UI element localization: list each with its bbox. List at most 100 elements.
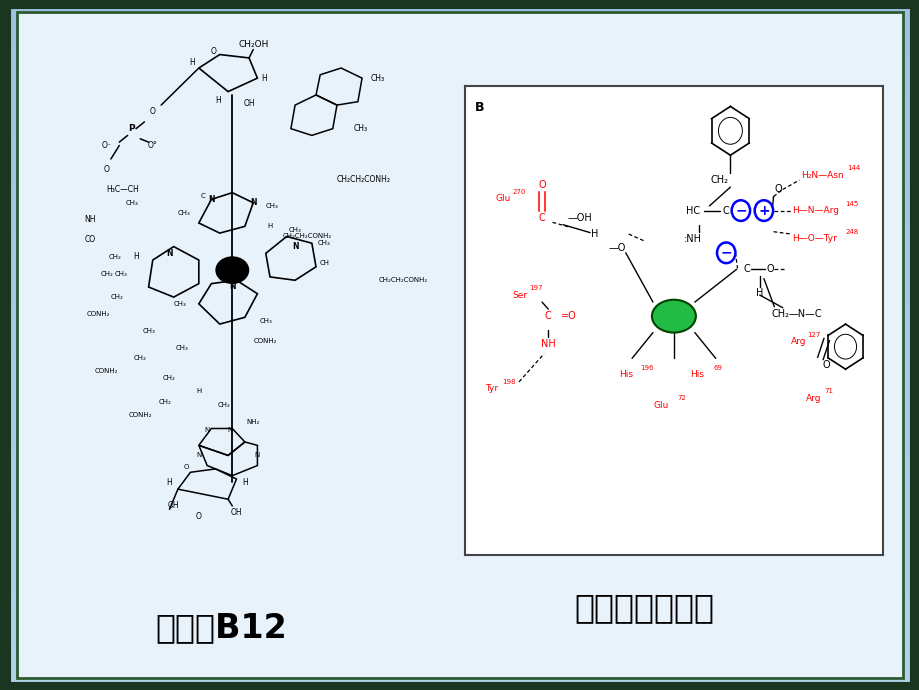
Text: O: O: [538, 180, 545, 190]
Text: CH₂: CH₂: [217, 402, 230, 408]
Text: 144: 144: [846, 166, 860, 171]
Text: —OH: —OH: [566, 213, 591, 223]
Text: CH₂: CH₂: [710, 175, 728, 185]
Text: NH: NH: [85, 215, 96, 224]
Text: C: C: [544, 311, 551, 321]
Text: CH₃: CH₃: [289, 227, 301, 233]
Text: O: O: [822, 360, 830, 371]
Text: CH: CH: [319, 260, 329, 266]
Text: CONH₂: CONH₂: [254, 338, 278, 344]
Text: Glu: Glu: [495, 195, 511, 204]
Text: B: B: [474, 101, 483, 114]
Text: 72: 72: [677, 395, 686, 402]
Text: O: O: [150, 108, 155, 117]
Text: H: H: [166, 478, 172, 487]
Text: O: O: [766, 264, 773, 274]
Text: CH₃: CH₃: [266, 203, 278, 209]
Text: —O: —O: [608, 243, 626, 253]
Text: C: C: [743, 264, 750, 274]
Text: 196: 196: [640, 365, 652, 371]
Text: CH₂: CH₂: [100, 270, 113, 277]
Text: H: H: [189, 59, 195, 68]
Text: C: C: [200, 193, 205, 199]
Text: O: O: [104, 165, 109, 174]
Text: CH₃: CH₃: [259, 317, 272, 324]
Text: OH: OH: [243, 99, 255, 108]
Text: N: N: [166, 249, 173, 258]
Text: Arg: Arg: [805, 394, 821, 403]
Text: −: −: [734, 204, 746, 217]
Circle shape: [216, 257, 248, 283]
Text: −: −: [720, 246, 732, 260]
Text: CH₂: CH₂: [159, 399, 172, 404]
Text: H: H: [267, 224, 272, 229]
Text: NH₂: NH₂: [246, 419, 260, 425]
Text: —N—C: —N—C: [789, 309, 822, 319]
Ellipse shape: [652, 299, 695, 333]
Text: CH₂CH₂CONH₂: CH₂CH₂CONH₂: [282, 233, 332, 239]
Text: NH: NH: [540, 339, 555, 349]
Text: Arg: Arg: [790, 337, 806, 346]
Text: N: N: [291, 242, 298, 251]
Text: 248: 248: [845, 228, 857, 235]
Text: H₃C—CH: H₃C—CH: [107, 185, 140, 194]
Text: CH₂: CH₂: [110, 294, 123, 300]
Text: H—O—Tyr: H—O—Tyr: [791, 234, 836, 244]
Text: CH₂: CH₂: [108, 254, 121, 259]
Text: OH: OH: [167, 502, 179, 511]
Text: CH₃: CH₃: [142, 328, 154, 334]
Text: :NH: :NH: [683, 234, 701, 244]
Text: H—N—Arg: H—N—Arg: [791, 206, 838, 215]
Text: CH₃: CH₃: [115, 270, 128, 277]
Text: O: O: [196, 511, 201, 520]
Text: 金属酶（锌酶）: 金属酶（锌酶）: [573, 591, 713, 624]
Text: H: H: [133, 252, 139, 262]
Text: CONH₂: CONH₂: [86, 311, 110, 317]
Text: C: C: [722, 206, 729, 215]
Circle shape: [731, 200, 749, 221]
Text: H: H: [590, 229, 597, 239]
Text: 维生素B12: 维生素B12: [154, 611, 287, 644]
Text: N: N: [250, 198, 256, 207]
Text: Ser: Ser: [512, 290, 528, 299]
Text: H: H: [196, 388, 201, 395]
Circle shape: [754, 200, 772, 221]
Text: O: O: [774, 184, 781, 195]
Text: CH₃: CH₃: [176, 344, 188, 351]
Circle shape: [716, 242, 734, 263]
Text: O°: O°: [148, 141, 157, 150]
Text: CH₃: CH₃: [125, 200, 138, 206]
Text: 145: 145: [845, 201, 857, 206]
Text: His: His: [618, 371, 632, 380]
FancyBboxPatch shape: [17, 12, 902, 678]
Text: OH: OH: [231, 509, 242, 518]
Text: C: C: [539, 213, 545, 223]
Text: CH₂CH₂CONH₂: CH₂CH₂CONH₂: [336, 175, 391, 184]
Text: 197: 197: [528, 285, 542, 291]
Text: CONH₂: CONH₂: [129, 412, 152, 418]
Text: H: H: [214, 95, 221, 104]
Text: H: H: [261, 74, 267, 83]
Text: CO: CO: [85, 235, 96, 244]
Text: O: O: [210, 47, 216, 56]
Text: CH₃: CH₃: [174, 301, 186, 307]
Text: CH₃: CH₃: [370, 74, 384, 83]
Text: 270: 270: [512, 189, 525, 195]
Text: Glu: Glu: [652, 401, 668, 410]
Text: N: N: [229, 282, 235, 291]
Text: CH₃: CH₃: [177, 210, 190, 216]
Text: N: N: [255, 453, 260, 458]
Text: CH₂: CH₂: [133, 355, 146, 361]
Text: N: N: [208, 195, 214, 204]
Text: CH₂CH₂CONH₂: CH₂CH₂CONH₂: [379, 277, 427, 284]
Text: N: N: [227, 427, 233, 433]
Text: +: +: [757, 204, 769, 217]
Text: CH₃: CH₃: [353, 124, 368, 133]
Text: His: His: [689, 371, 703, 380]
Text: Zn²⁺: Zn²⁺: [660, 311, 686, 321]
Text: P: P: [129, 124, 135, 133]
Text: CH₂OH: CH₂OH: [238, 40, 268, 49]
Text: N: N: [204, 427, 210, 433]
Text: CH₂: CH₂: [163, 375, 176, 381]
Text: Tyr: Tyr: [485, 384, 498, 393]
